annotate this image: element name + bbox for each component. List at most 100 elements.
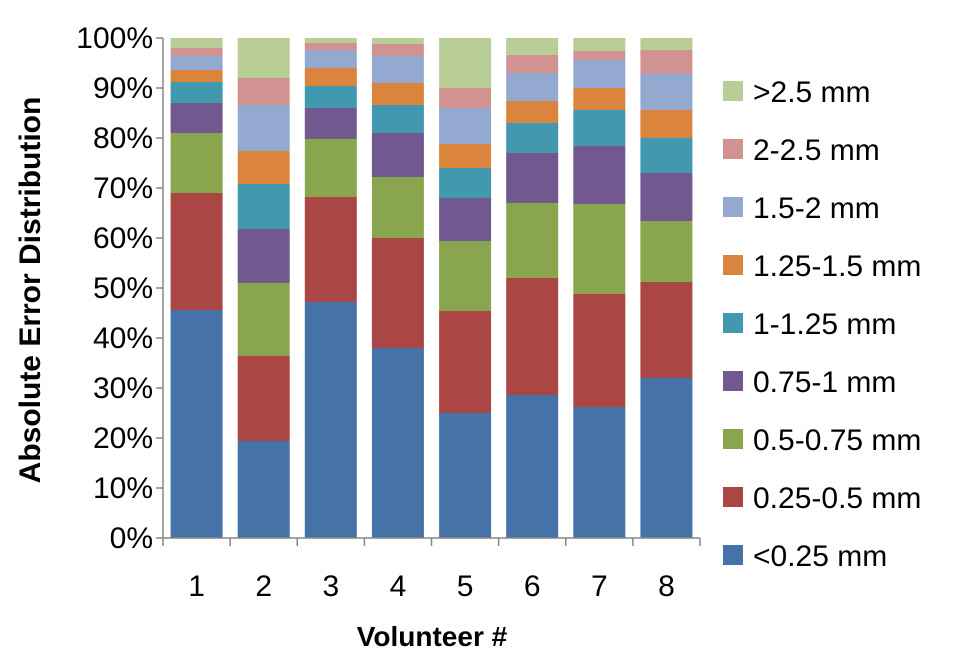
bar-segment-v6-s2 (506, 278, 559, 395)
bar-segment-v7-s9 (573, 38, 626, 51)
plot-area (170, 38, 693, 538)
bar-segment-v7-s2 (573, 294, 626, 407)
y-tick-label: 0% (110, 522, 153, 555)
x-tick-label: 8 (658, 570, 675, 603)
bar-segment-v2-s4 (237, 229, 290, 283)
bar-segment-v4-s9 (371, 38, 424, 44)
bar-segment-v5-s2 (439, 311, 492, 413)
bar-segment-v6-s5 (506, 123, 559, 153)
bar-segment-v4-s5 (371, 105, 424, 133)
bar-segment-v7-s4 (573, 146, 626, 204)
bar-segment-v6-s7 (506, 73, 559, 101)
legend-entry-label: 0.75-1 mm (753, 366, 896, 399)
y-axis-label: Absolute Error Distribution (14, 97, 47, 484)
bar-segment-v6-s8 (506, 55, 559, 73)
bar-segment-v8-s3 (640, 221, 693, 282)
bar-segment-v3-s4 (304, 108, 357, 139)
y-tick-label: 10% (93, 472, 153, 505)
bar-segment-v4-s7 (371, 56, 424, 83)
legend-swatch (723, 371, 743, 391)
bar-segment-v5-s5 (439, 168, 492, 198)
bar-segment-v1-s2 (170, 193, 223, 310)
bar-segment-v5-s1 (439, 413, 492, 538)
bar-segment-v1-s4 (170, 103, 223, 133)
bar-segment-v1-s7 (170, 56, 223, 70)
legend-swatch (723, 545, 743, 565)
bar-segment-v2-s3 (237, 283, 290, 356)
legend-swatch (723, 487, 743, 507)
bar-segment-v3-s1 (304, 302, 357, 538)
bar-segment-v8-s6 (640, 110, 693, 138)
bar-segment-v8-s4 (640, 173, 693, 221)
legend-entry-label: >2.5 mm (753, 76, 871, 109)
bar-segment-v6-s9 (506, 38, 559, 55)
bar-segment-v1-s3 (170, 133, 223, 193)
bar-segment-v3-s5 (304, 86, 357, 108)
bar-segment-v4-s3 (371, 177, 424, 238)
bar-segment-v5-s6 (439, 144, 492, 168)
bar-segment-v2-s6 (237, 151, 290, 184)
bar-segment-v5-s9 (439, 38, 492, 88)
bar-segment-v7-s8 (573, 51, 626, 60)
bar-segment-v4-s2 (371, 238, 424, 348)
bar-segment-v5-s4 (439, 198, 492, 241)
x-tick-label: 3 (322, 570, 339, 603)
bar-segment-v2-s9 (237, 38, 290, 78)
legend-swatch (723, 197, 743, 217)
bar-segment-v1-s8 (170, 48, 223, 56)
x-axis: 1 2 3 4 5 6 7 8 (162, 537, 701, 603)
bar-segment-v3-s3 (304, 139, 357, 197)
bar-segment-v8-s1 (640, 378, 693, 538)
y-tick-label: 80% (93, 122, 153, 155)
legend-entry-label: 1.5-2 mm (753, 192, 880, 225)
bar-segment-v3-s8 (304, 43, 357, 50)
bar-segment-v6-s1 (506, 395, 559, 538)
legend: >2.5 mm 2-2.5 mm 1.5-2 mm 1.25-1.5 mm 1-1.25… (723, 76, 921, 573)
bar-segment-v2-s5 (237, 184, 290, 229)
bar-segment-v5-s3 (439, 241, 492, 311)
x-tick-label: 2 (255, 570, 272, 603)
bar-segment-v7-s3 (573, 204, 626, 294)
x-tick-label: 6 (524, 570, 541, 603)
legend-swatch (723, 81, 743, 101)
legend-entry-label: 1-1.25 mm (753, 308, 896, 341)
bar-segment-v1-s9 (170, 38, 223, 48)
bar-segment-v3-s2 (304, 197, 357, 302)
legend-swatch (723, 429, 743, 449)
bar-segment-v7-s1 (573, 407, 626, 538)
y-tick-label: 40% (93, 322, 153, 355)
legend-swatch (723, 313, 743, 333)
y-tick-label: 90% (93, 72, 153, 105)
legend-entry-label: 2-2.5 mm (753, 134, 880, 167)
bar-segment-v2-s8 (237, 78, 290, 105)
bar-segment-v1-s1 (170, 310, 223, 538)
x-tick-label: 1 (188, 570, 205, 603)
y-tick-label: 60% (93, 222, 153, 255)
bar-segment-v2-s1 (237, 441, 290, 538)
bar-segment-v8-s7 (640, 74, 693, 110)
legend-swatch (723, 139, 743, 159)
y-tick-label: 100% (76, 22, 153, 55)
bar-segment-v1-s6 (170, 70, 223, 82)
bar-segment-v8-s8 (640, 50, 693, 74)
bar-segment-v4-s1 (371, 348, 424, 538)
y-tick-label: 20% (93, 422, 153, 455)
y-axis: 0% 10% 20% 30% 40% 50% 60% 70% 80% 90% 100% (76, 22, 164, 555)
bar-segment-v7-s5 (573, 110, 626, 146)
bar-segment-v3-s7 (304, 50, 357, 68)
bar-segment-v3-s6 (304, 68, 357, 86)
bar-segment-v3-s9 (304, 38, 357, 43)
y-tick-label: 50% (93, 272, 153, 305)
x-tick-label: 4 (390, 570, 407, 603)
bar-segment-v4-s4 (371, 133, 424, 177)
bar-segment-v1-s5 (170, 82, 223, 103)
bar-segment-v4-s8 (371, 44, 424, 56)
legend-entry-label: 0.25-0.5 mm (753, 482, 921, 515)
legend-entry-label: 0.5-0.75 mm (753, 424, 921, 457)
y-tick-label: 30% (93, 372, 153, 405)
x-tick-label: 5 (457, 570, 474, 603)
bar-segment-v6-s4 (506, 153, 559, 203)
bar-segment-v8-s5 (640, 138, 693, 173)
bar-segment-v4-s6 (371, 83, 424, 105)
